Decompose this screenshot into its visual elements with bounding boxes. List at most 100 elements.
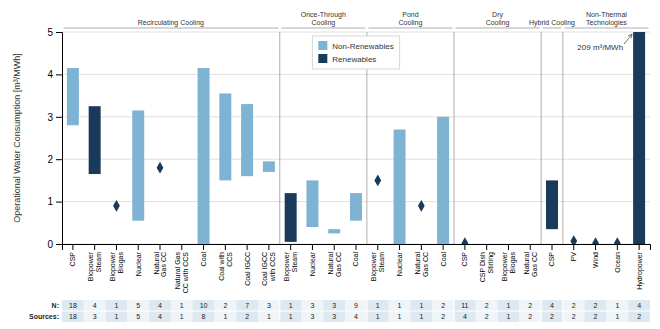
table-cell: 1 (419, 313, 423, 320)
x-tick: CSP DishStirling (479, 244, 495, 282)
table-cell: 2 (594, 302, 598, 309)
table-cell: 4 (550, 302, 554, 309)
x-tick-label: Nuclear (309, 251, 316, 276)
x-tick-label-line: Wind (592, 252, 599, 268)
table-cell: 1 (398, 302, 402, 309)
y-tick-label: 2 (47, 154, 53, 165)
legend: Non-RenewablesRenewables (312, 36, 399, 69)
x-tick: BiopowerSteam (370, 244, 385, 281)
point (461, 237, 468, 244)
point (374, 175, 381, 187)
x-tick-label-line: CSP Dish (479, 252, 486, 282)
x-tick-label: Natural GasCC with CCS (174, 252, 189, 294)
y-tick: 1 (47, 196, 62, 207)
table-cell: 1 (398, 313, 402, 320)
x-tick-label: NaturalGas CC (523, 252, 538, 277)
range-bar (263, 161, 275, 172)
legend-swatch (318, 54, 327, 63)
table-cell: 5 (136, 302, 140, 309)
x-tick-label-line: Stirling (487, 252, 495, 274)
x-tick-mark (160, 244, 161, 250)
table-cell: 4 (463, 313, 467, 320)
x-tick-label-line: PV (570, 252, 577, 262)
x-tick-label: Coal (440, 252, 447, 267)
x-tick-label-line: CSP (548, 252, 555, 267)
x-tick-label-line: CSP (461, 252, 468, 267)
x-tick-label-line: Natural (414, 252, 421, 275)
section-label: DryCooling (486, 11, 510, 27)
table-cell: 18 (69, 313, 77, 320)
x-tick-label: Coal (352, 252, 359, 267)
table-cell: 2 (441, 313, 445, 320)
x-tick-label-line: Nuclear (135, 251, 142, 276)
x-tick-label: BiopowerSteam (370, 251, 385, 281)
section-label-line: Pond (402, 11, 418, 18)
section-header-line (368, 28, 452, 29)
x-tick-label-line: Gas CC (531, 252, 538, 277)
x-tick: Hydropower (636, 244, 644, 290)
table-cell: 1 (223, 313, 227, 320)
range-bar (546, 180, 558, 229)
x-tick: Ocean (614, 244, 621, 273)
x-tick-label: Nuclear (396, 251, 403, 276)
x-tick-mark (94, 244, 95, 250)
x-tick: BiopowerBiogas (501, 244, 517, 281)
table-section-divider (562, 300, 563, 322)
legend-label: Non-Renewables (332, 42, 393, 51)
table-cell: 2 (485, 302, 489, 309)
point (614, 237, 621, 244)
x-tick-mark (225, 244, 226, 250)
y-tick: 0 (47, 239, 62, 250)
y-tick: 4 (47, 69, 62, 80)
range-bar (89, 106, 101, 174)
table-cell: 18 (69, 302, 77, 309)
y-tick-mark (56, 244, 62, 245)
table-cell: 4 (93, 302, 97, 309)
section-label: Once-ThroughCooling (301, 11, 346, 27)
table-cell: 2 (528, 302, 532, 309)
legend-swatch (318, 41, 327, 50)
section-label: Hybrid Cooling (529, 19, 575, 27)
x-tick-label-line: Steam (95, 252, 102, 272)
x-tick-label-line: Gas CC (422, 252, 429, 277)
x-tick-label-line: CCS (226, 252, 233, 267)
y-tick-mark (56, 159, 62, 160)
x-tick: Nuclear (309, 244, 316, 276)
x-tick-label: Wind (592, 252, 599, 268)
table-cell: 1 (376, 302, 380, 309)
x-tick: NaturalGas CC (414, 244, 429, 277)
point (570, 235, 577, 244)
range-bar (198, 68, 210, 244)
x-tick-label: Coal withCCS (218, 252, 233, 281)
x-tick-label-line: CC with CCS (182, 252, 189, 294)
section-header-line (543, 28, 562, 29)
x-tick-label-line: Coal IGCC (244, 252, 251, 286)
x-tick-label: Coal (200, 252, 207, 267)
section-label-line: Hybrid Cooling (529, 19, 575, 27)
section-label: Non-ThermalTechnologies (586, 11, 627, 27)
x-tick: Nuclear (135, 244, 142, 276)
x-tick-label-line: Coal with (218, 252, 225, 281)
table-cell: 1 (289, 302, 293, 309)
x-tick: BiopowerBiogas (109, 244, 125, 281)
y-tick: 3 (47, 112, 62, 123)
x-tick: Wind (592, 244, 599, 268)
grid-line (62, 74, 650, 75)
table-section-divider (453, 300, 454, 322)
x-tick-label-line: Biogas (509, 252, 517, 274)
table-cell: 1 (615, 313, 619, 320)
x-tick-label-line: Steam (378, 252, 385, 272)
x-tick: PV (570, 244, 577, 261)
y-tick-label: 1 (47, 196, 53, 207)
table-cell: 1 (419, 302, 423, 309)
x-tick-label-line: Coal (352, 252, 359, 267)
plot-area: 012345Operational Water Consumption [m³/… (12, 11, 651, 322)
x-tick: BiopowerSteam (283, 244, 298, 281)
section-headers: Recirculating CoolingOnce-ThroughCooling… (64, 11, 649, 28)
x-tick-label: BiopowerBiogas (501, 251, 517, 281)
y-tick-label: 0 (47, 239, 53, 250)
x-tick-mark (464, 244, 465, 250)
table-cell: 8 (202, 313, 206, 320)
x-tick-mark (72, 244, 73, 250)
x-tick-mark (530, 244, 531, 250)
